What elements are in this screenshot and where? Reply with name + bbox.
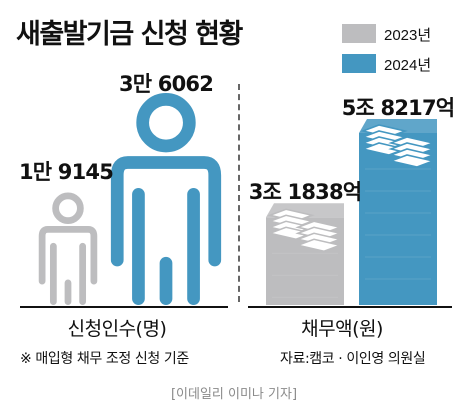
money-stack-icon-2024 <box>359 119 437 305</box>
person-icon-2023 <box>38 192 98 306</box>
value-label-applicants-2023: 1만 9145 <box>18 160 114 184</box>
infographic-panel: 새출발기금 신청 현황 2023년 2024년 1만 9145 3만 6062 … <box>16 19 456 367</box>
pictograph-chart <box>38 93 437 306</box>
axis-caption-debt: 채무액(원) <box>301 318 383 340</box>
source-note: 자료:캠코 · 이인영 의원실 <box>280 351 426 367</box>
legend-label-2023: 2023년 <box>384 27 432 44</box>
baseline-applicants <box>20 306 228 308</box>
value-label-debt-2024: 5조 8217억 <box>341 96 455 120</box>
footnote: ※ 매입형 채무 조정 신청 기준 <box>20 351 189 367</box>
chart-title: 새출발기금 신청 현황 <box>16 19 243 50</box>
value-label-debt-2023: 3조 1838억 <box>248 180 362 204</box>
money-stack-icon-2023 <box>266 203 344 305</box>
axis-caption-applicants: 신청인수(명) <box>67 318 167 340</box>
person-icon-2024 <box>110 93 222 305</box>
legend-swatch-2024 <box>342 54 376 73</box>
baseline-debt <box>248 306 452 308</box>
panel-divider <box>238 84 240 302</box>
legend-swatch-2023 <box>342 24 376 43</box>
photo-credit: [이데일리 이미나 기자] <box>170 387 298 402</box>
legend-label-2024: 2024년 <box>384 57 432 74</box>
value-label-applicants-2024: 3만 6062 <box>118 72 214 96</box>
